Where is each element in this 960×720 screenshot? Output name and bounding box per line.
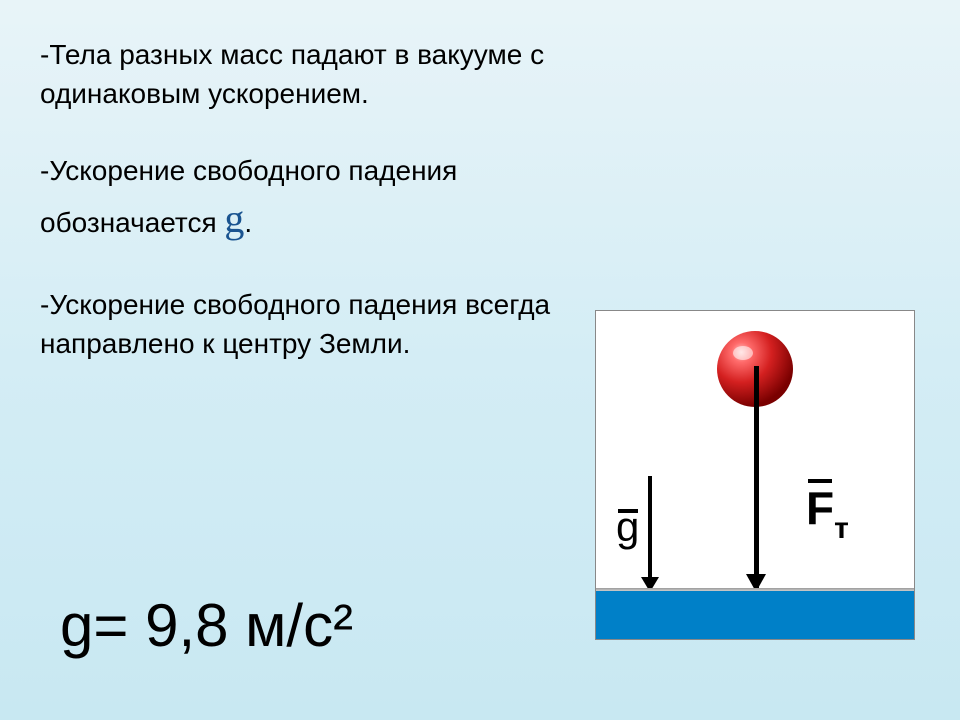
f-label: Fт bbox=[806, 481, 849, 535]
g-label: g bbox=[616, 503, 639, 551]
paragraph-1: -Тела разных масс падают в вакууме с оди… bbox=[40, 35, 560, 113]
formula: g= 9,8 м/с² bbox=[60, 591, 353, 660]
paragraph-2: -Ускорение свободного падения обозначает… bbox=[40, 151, 560, 246]
f-vector-bar bbox=[808, 479, 832, 483]
force-arrow bbox=[754, 366, 759, 591]
f-subscript: т bbox=[834, 512, 849, 545]
ground bbox=[596, 591, 914, 639]
paragraph-3: -Ускорение свободного падения всегда нап… bbox=[40, 285, 560, 363]
gravity-arrow bbox=[648, 476, 652, 591]
g-symbol: g bbox=[224, 196, 244, 241]
g-vector-bar bbox=[618, 509, 638, 513]
p2-post: . bbox=[244, 207, 252, 238]
physics-diagram: g Fт bbox=[595, 310, 915, 640]
f-label-text: F bbox=[806, 482, 834, 534]
